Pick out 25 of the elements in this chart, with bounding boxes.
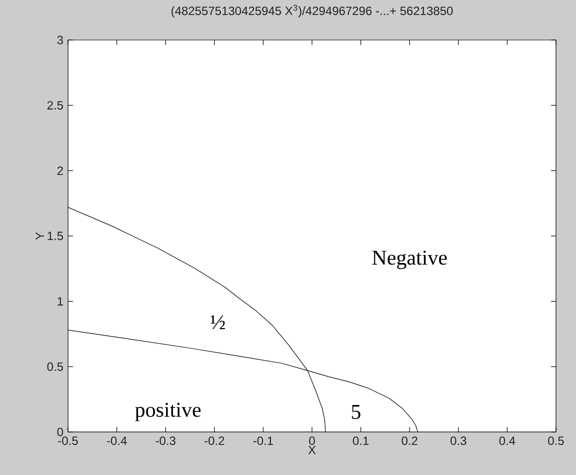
annotation: 5 <box>352 405 360 419</box>
y-tick-label: 3 <box>57 36 63 44</box>
x-tick-label: 0.2 <box>402 436 418 446</box>
y-tick-label: 0.5 <box>47 362 63 371</box>
x-tick-label: -0.4 <box>107 436 127 446</box>
x-tick-label: -0.5 <box>58 436 78 446</box>
x-tick-label: 0.5 <box>548 436 564 446</box>
x-axis-title: X <box>308 446 316 454</box>
y-tick-label: 1 <box>58 297 63 306</box>
x-tick-label: -0.1 <box>253 436 273 446</box>
x-tick-label: -0.3 <box>156 436 176 446</box>
y-tick-label: 1.5 <box>48 232 63 240</box>
annotation: ½ <box>210 315 225 330</box>
x-tick-label: 0.3 <box>450 436 466 446</box>
x-tick-label: -0.2 <box>204 436 224 446</box>
x-tick-label: 0.4 <box>499 436 516 446</box>
x-tick-label: 0.1 <box>352 436 369 446</box>
y-tick-label: 2.5 <box>47 101 63 110</box>
y-axis-title: Y <box>36 232 44 240</box>
annotation: positive <box>135 402 201 422</box>
y-tick-label: 0 <box>57 428 64 436</box>
y-tick-label: 2 <box>57 166 63 175</box>
x-tick-label: 0 <box>309 436 315 446</box>
chart-title: (4825575130425945 X$^{3}$)/4294967296 -...+ 56213850 <box>172 4 453 18</box>
annotation: Negative <box>372 250 447 270</box>
